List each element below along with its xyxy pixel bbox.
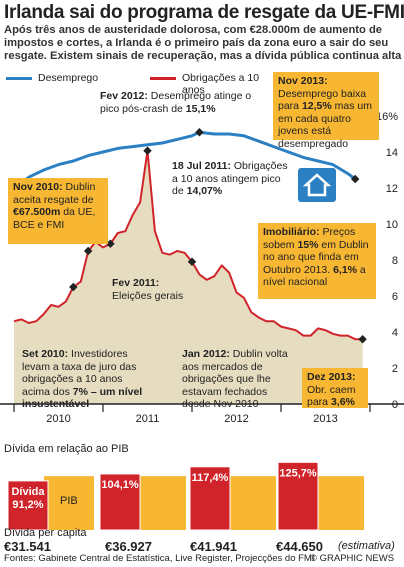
y-tick-label: 8: [392, 255, 398, 267]
unemployment-line: [13, 130, 357, 190]
marker-2010-09: [69, 282, 78, 292]
annotation-nov2010: Nov 2010: Dublin aceita resgate de €67.5…: [8, 178, 108, 244]
page-subtitle: Após três anos de austeridade dolorosa, …: [4, 24, 402, 62]
gdp-bar: [44, 476, 94, 530]
house-icon: [298, 168, 336, 202]
y-tick-label: 0: [392, 399, 398, 411]
legend-bonds: Obrigações a 10 anos: [150, 72, 280, 96]
per-capita-2011: €36.927: [105, 539, 152, 554]
marker-2013-12: [358, 334, 367, 344]
annotation-jul2011: 18 Jul 2011: Obrigações a 10 anos atinge…: [172, 160, 288, 197]
page-title: Irlanda sai do programa de resgate da UE…: [4, 2, 404, 23]
legend-unemployment: Desemprego: [6, 72, 156, 84]
debt-label: 104,1%: [101, 479, 139, 491]
debt-bar: [277, 461, 319, 531]
y-tick-label: 6: [392, 291, 398, 303]
legend-unemployment-label: Desemprego: [38, 72, 99, 84]
annotation-imobiliario: Imobiliário: Preços sobem 15% em Dublin …: [258, 223, 376, 299]
annotation-jan2012: Jan 2012: Dublin volta aos mercados de o…: [182, 348, 288, 410]
gdp-bar: [226, 476, 276, 530]
debt-label: 125,7%: [279, 467, 317, 479]
y-tick-label: 10: [386, 219, 398, 231]
gdp-label: PIB: [60, 495, 78, 507]
gdp-bar: [136, 476, 186, 530]
annotation-fev2012: Fev 2012: Desemprego atinge o pico pós-c…: [100, 90, 252, 115]
debt-bar: [189, 466, 231, 531]
debt-chart-title: Dívida em relação ao PIB: [4, 443, 129, 455]
marker-2011-07: [143, 146, 152, 155]
sources: Fontes: Gabinete Central de Estatística,…: [4, 553, 315, 564]
credit: © GRAPHIC NEWS: [310, 553, 395, 564]
y-tick-label: 14: [386, 147, 398, 159]
annotation-set2010: Set 2010: Investidores levam a taxa de j…: [22, 348, 143, 410]
debt-bar: [7, 480, 49, 531]
y-tick-label: 2: [392, 363, 398, 375]
x-tick-label: 2013: [313, 413, 337, 425]
marker-2010-11: [83, 246, 93, 256]
line-chart: 16% 14 12 10 8 6 4 2 0 2010 2011 2012 2013: [0, 111, 404, 425]
gdp-bar: [314, 476, 364, 530]
marker-2012-01: [187, 257, 197, 267]
marker-2013-11: [350, 174, 360, 184]
y-tick-label: 4: [392, 327, 398, 339]
debt-label: Dívida: [11, 486, 45, 498]
per-capita-2010: €31.541: [4, 539, 51, 554]
x-tick-label: 2012: [224, 413, 248, 425]
per-capita-2012: €41.941: [190, 539, 237, 554]
bonds-area: [14, 150, 363, 404]
legend-unemployment-swatch: [6, 77, 32, 80]
x-tick-label: 2011: [136, 413, 160, 425]
y-tick-label: 16%: [376, 111, 398, 123]
legend-bonds-swatch: [150, 77, 176, 80]
per-capita-label: Dívida per capita: [4, 527, 87, 539]
per-capita-note: (estimativa): [338, 540, 395, 552]
debt-label: 117,4%: [192, 472, 229, 484]
legend-bonds-label: Obrigações a 10 anos: [182, 72, 260, 96]
x-tick-label: 2010: [46, 413, 70, 425]
y-tick-label: 12: [386, 183, 398, 195]
per-capita-2013: €44.650: [276, 539, 323, 554]
annotation-fev2011: Fev 2011: Eleições gerais: [112, 277, 184, 302]
debt-label: 91,2%: [12, 499, 43, 511]
marker-2011-02: [106, 239, 115, 249]
annotation-nov2013: Nov 2013: Desemprego baixa para 12,5% ma…: [273, 72, 379, 150]
debt-bar: [99, 473, 141, 531]
annotation-dez2013: Dez 2013: Obr. caem para 3,6%: [302, 368, 368, 408]
